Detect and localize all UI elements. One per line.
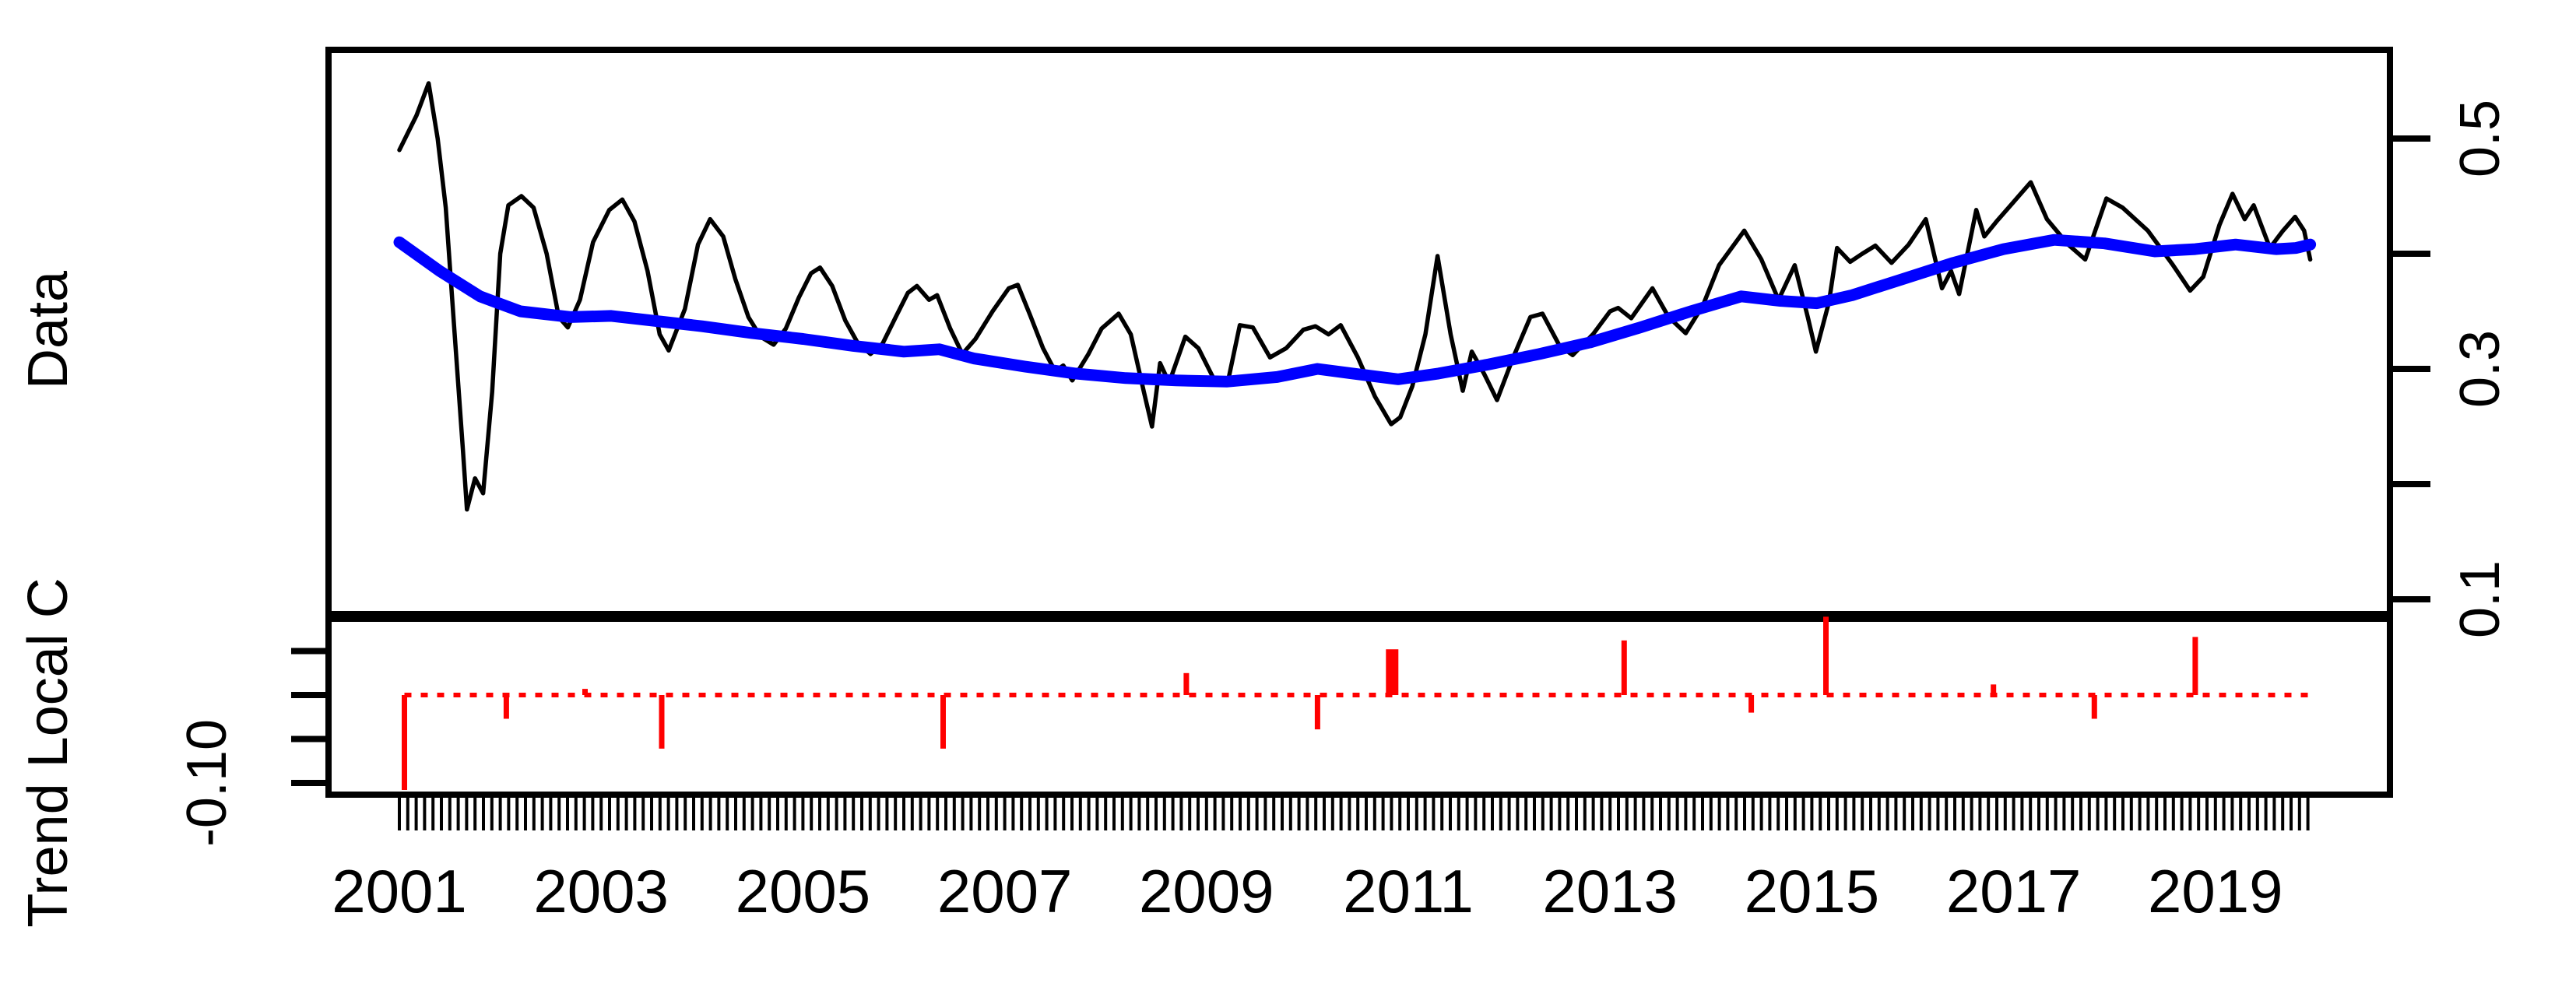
local-trend-spikes (402, 616, 2198, 790)
observed-series-line (397, 81, 2313, 512)
right-axis-tick-label: 0.3 (2449, 330, 2511, 408)
x-axis-year-label: 2013 (1542, 857, 1678, 925)
right-axis-tick-label: 0.1 (2449, 560, 2511, 638)
observed-series (397, 81, 2313, 512)
x-axis-year-label: 2005 (736, 857, 871, 925)
x-axis-year-label: 2017 (1946, 857, 2082, 925)
x-axis-year-label: 2007 (937, 857, 1073, 925)
top-panel-frame (325, 47, 2393, 620)
bottom-axis-tick-label: -0.10 (176, 719, 238, 847)
x-axis-year-label: 2001 (332, 857, 467, 925)
trend-series-line (393, 233, 2317, 388)
right-axis: 0.1 0.3 0.5 (2393, 100, 2511, 638)
top-panel-ylabel: Data (17, 270, 79, 389)
bottom-panel-frame (325, 613, 2393, 798)
x-axis-year-label: 2003 (533, 857, 669, 925)
x-axis-year-label: 2009 (1139, 857, 1274, 925)
x-axis-year-label: 2011 (1343, 857, 1474, 925)
x-axis-year-labels: 2001 2003 2005 2007 2009 2011 2013 2015 2017 2019 (332, 857, 2283, 925)
x-axis-year-label: 2015 (1745, 857, 1880, 925)
trend-series (393, 233, 2317, 388)
bottom-panel-ylabel: Trend Local C (17, 578, 79, 928)
right-axis-tick-label: 0.5 (2449, 100, 2511, 177)
bottom-panel-left-axis (291, 648, 325, 786)
rug-ticks (398, 798, 2310, 830)
x-axis-year-label: 2019 (2148, 857, 2283, 925)
